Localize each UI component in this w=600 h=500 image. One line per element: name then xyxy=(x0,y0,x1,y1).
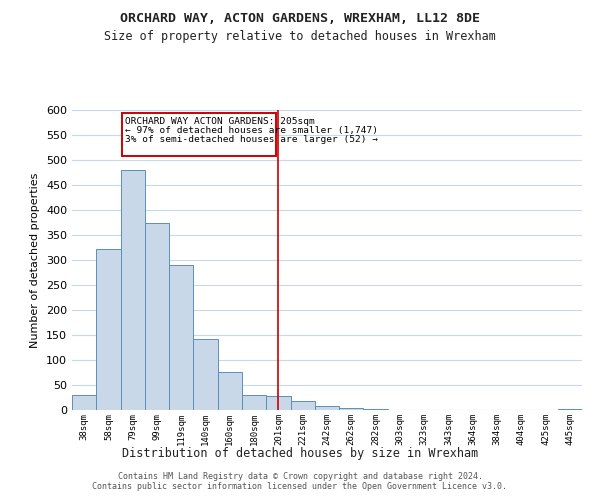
Bar xyxy=(315,406,339,410)
Bar xyxy=(193,338,218,410)
Bar xyxy=(121,170,145,410)
Bar xyxy=(169,265,193,410)
Text: Contains HM Land Registry data © Crown copyright and database right 2024.: Contains HM Land Registry data © Crown c… xyxy=(118,472,482,481)
Text: ORCHARD WAY ACTON GARDENS: 205sqm: ORCHARD WAY ACTON GARDENS: 205sqm xyxy=(125,116,315,126)
Bar xyxy=(558,409,582,410)
Bar xyxy=(72,395,96,410)
Text: 3% of semi-detached houses are larger (52) →: 3% of semi-detached houses are larger (5… xyxy=(125,134,379,143)
Text: Distribution of detached houses by size in Wrexham: Distribution of detached houses by size … xyxy=(122,448,478,460)
Bar xyxy=(266,396,290,410)
Bar xyxy=(96,249,121,410)
FancyBboxPatch shape xyxy=(122,112,277,156)
Bar xyxy=(339,408,364,410)
Text: Size of property relative to detached houses in Wrexham: Size of property relative to detached ho… xyxy=(104,30,496,43)
Bar xyxy=(242,395,266,410)
Bar xyxy=(364,409,388,410)
Text: ORCHARD WAY, ACTON GARDENS, WREXHAM, LL12 8DE: ORCHARD WAY, ACTON GARDENS, WREXHAM, LL1… xyxy=(120,12,480,26)
Text: ← 97% of detached houses are smaller (1,747): ← 97% of detached houses are smaller (1,… xyxy=(125,126,379,134)
Text: Contains public sector information licensed under the Open Government Licence v3: Contains public sector information licen… xyxy=(92,482,508,491)
Bar xyxy=(290,401,315,410)
Y-axis label: Number of detached properties: Number of detached properties xyxy=(31,172,40,348)
Bar xyxy=(218,372,242,410)
Bar xyxy=(145,222,169,410)
